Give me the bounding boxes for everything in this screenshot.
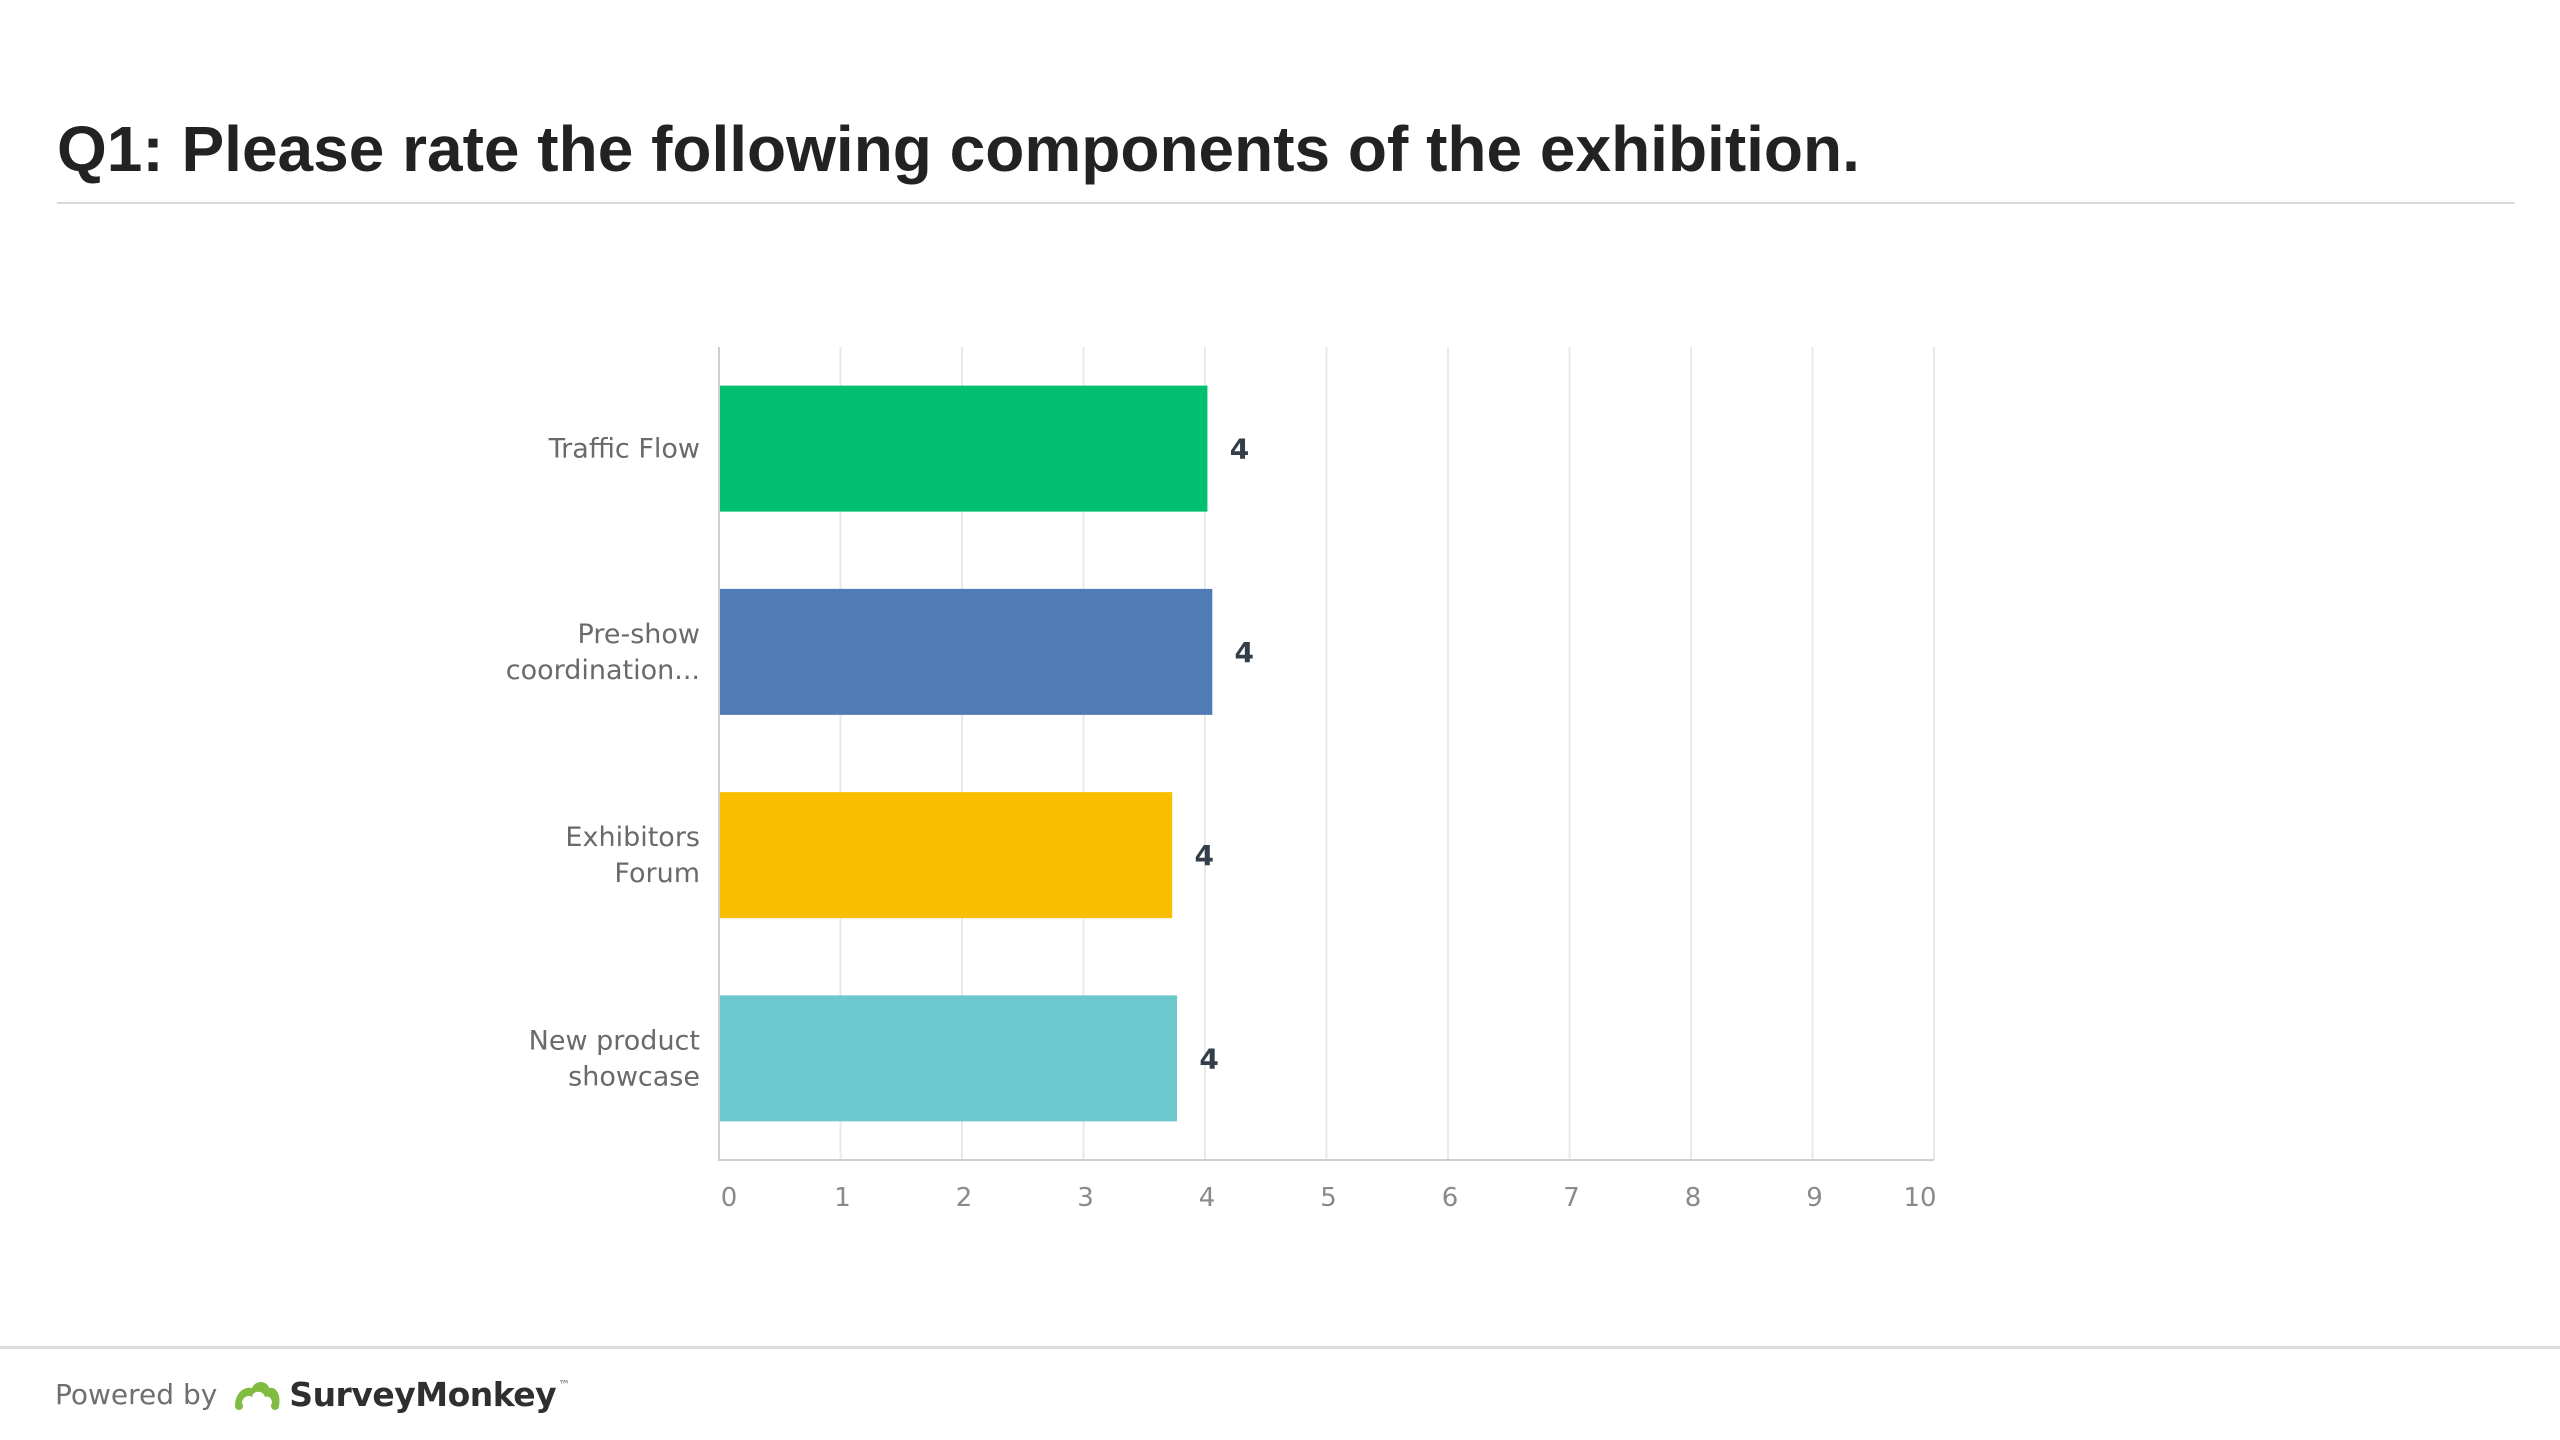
category-label-line: Traffic Flow <box>548 434 700 465</box>
x-tick-label: 4 <box>1199 1183 1216 1213</box>
x-tick-label: 6 <box>1442 1183 1459 1213</box>
footer: Powered by SurveyMonkey ™ <box>55 1370 570 1418</box>
bar <box>720 385 1208 512</box>
x-tick-label: 2 <box>956 1183 973 1213</box>
bar-chart: 0 1 2 3 4 5 6 7 8 9 10 4 Traffic Flow 4 Pre-show coordi… <box>506 347 1937 1213</box>
x-tick-label: 7 <box>1563 1183 1580 1213</box>
x-tick-label: 3 <box>1077 1183 1094 1213</box>
x-tick-label: 0 <box>721 1183 738 1213</box>
data-label: 4 <box>1194 839 1213 872</box>
surveymonkey-brand-name[interactable]: SurveyMonkey <box>289 1374 557 1414</box>
title-divider <box>57 202 2515 204</box>
powered-by-label: Powered by <box>55 1377 218 1411</box>
category-label-line: coordination... <box>506 655 700 686</box>
x-tick-label: 8 <box>1685 1183 1702 1213</box>
category-label-line: showcase <box>568 1061 700 1092</box>
brand-trademark: ™ <box>558 1378 571 1392</box>
category-label-line: Exhibitors <box>565 822 700 853</box>
bar <box>720 995 1178 1122</box>
category-label: Traffic Flow <box>548 434 700 465</box>
x-tick-label: 1 <box>834 1183 851 1213</box>
x-tick-label: 5 <box>1320 1183 1337 1213</box>
data-label: 4 <box>1230 433 1249 466</box>
x-tick-label: 9 <box>1806 1183 1823 1213</box>
question-title: Q1: Please rate the following components… <box>57 113 1860 185</box>
category-label: New product showcase <box>529 1025 700 1092</box>
footer-divider <box>0 1346 2560 1349</box>
category-label-line: Forum <box>614 858 700 889</box>
bar <box>720 588 1213 715</box>
data-label: 4 <box>1199 1042 1218 1075</box>
category-label: Exhibitors Forum <box>565 822 700 889</box>
category-label-line: New product <box>529 1025 700 1056</box>
surveymonkey-logo-icon[interactable] <box>231 1376 283 1412</box>
data-label: 4 <box>1235 636 1254 669</box>
category-label-line: Pre-show <box>578 619 700 650</box>
x-tick-label: 10 <box>1903 1183 1936 1213</box>
category-label: Pre-show coordination... <box>506 619 700 686</box>
bar <box>720 792 1173 919</box>
